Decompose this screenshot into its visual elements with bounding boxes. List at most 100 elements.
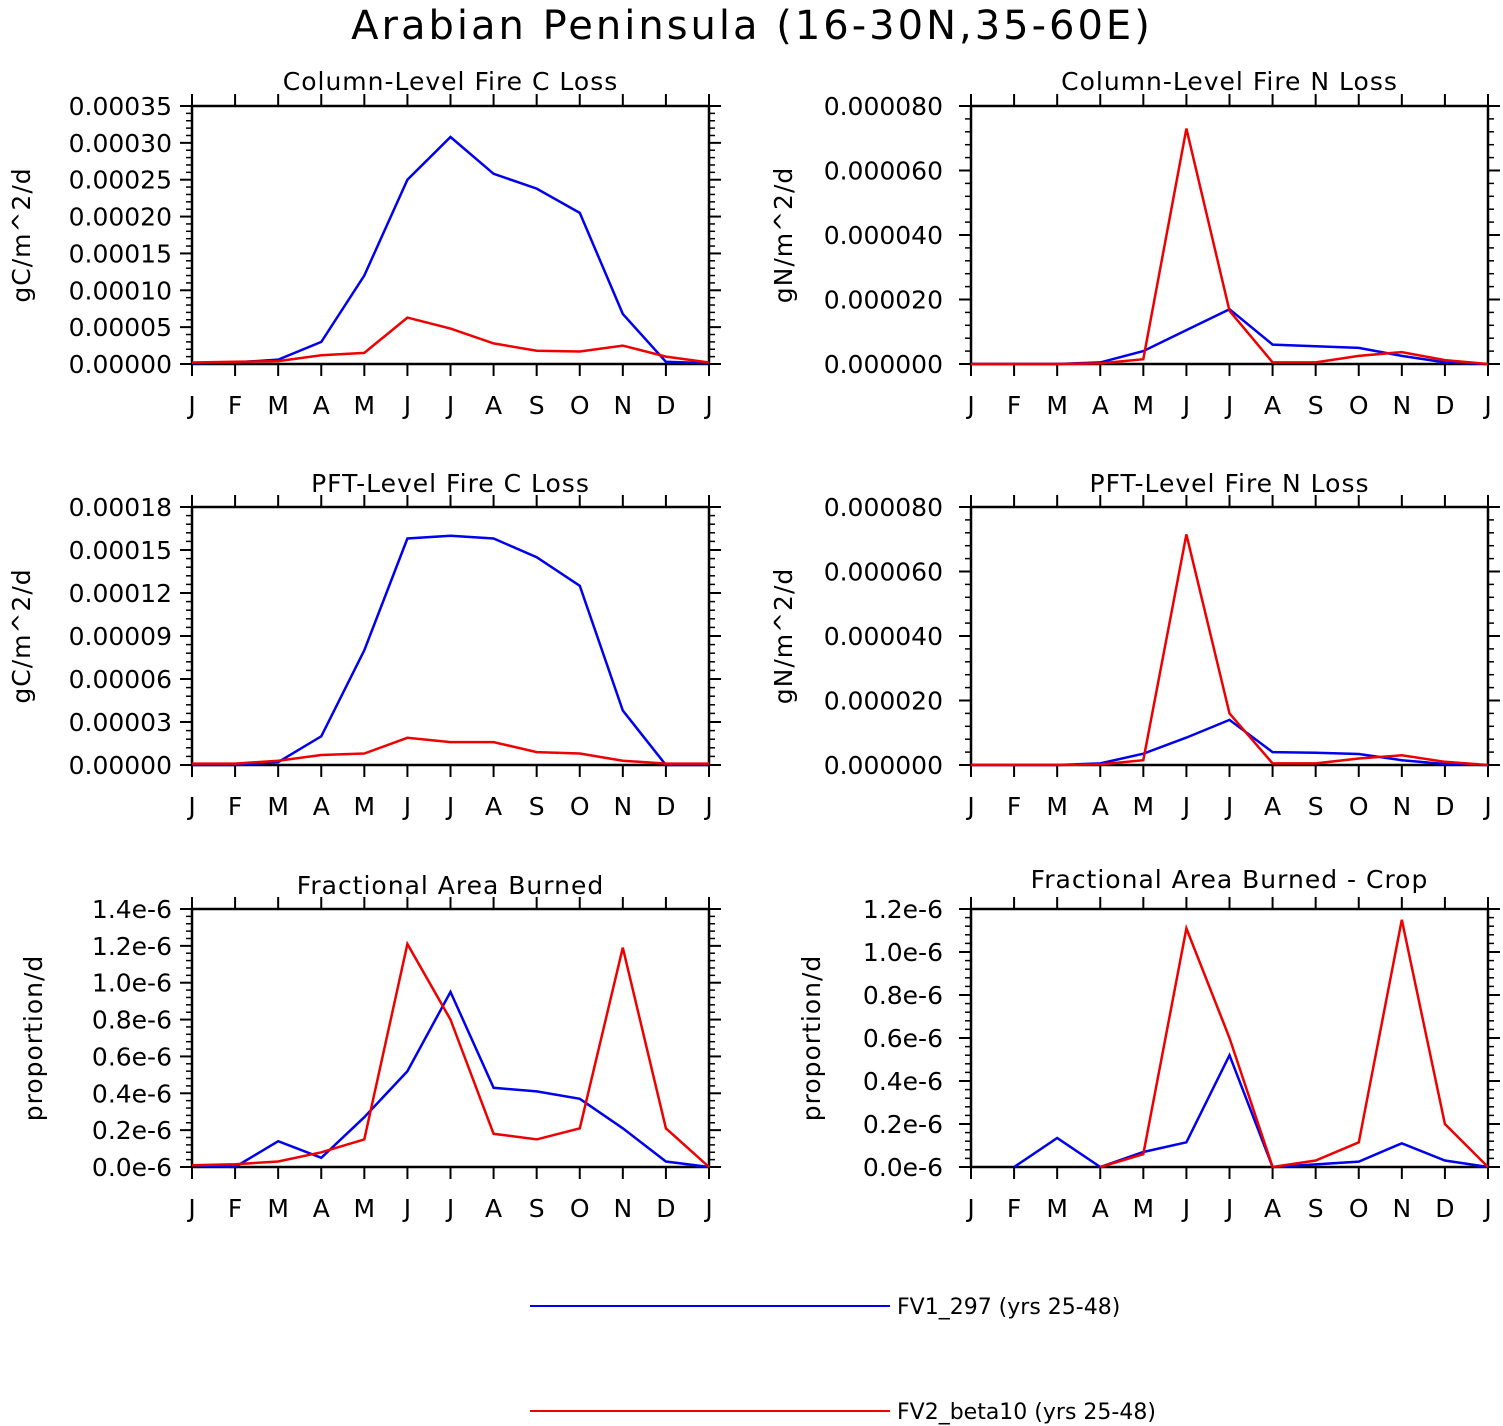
x-tick-label: J (186, 792, 195, 821)
y-tick-label: 0.000020 (824, 286, 943, 315)
legend: FV1_297 (yrs 25-48) FV2_beta10 (yrs 25-4… (530, 1295, 1156, 1425)
x-tick-label: F (228, 792, 242, 821)
x-tick-label: N (613, 792, 632, 821)
y-tick-label: 1.0e-6 (92, 969, 172, 998)
y-axis-label: gC/m^2/d (7, 167, 36, 302)
y-tick-label: 0.000060 (824, 157, 943, 186)
x-tick-label: M (354, 792, 376, 821)
x-tick-label: A (485, 1194, 502, 1223)
x-tick-label: A (313, 391, 330, 420)
x-tick-label: J (965, 1194, 974, 1223)
x-tick-label: F (228, 1194, 242, 1223)
y-tick-label: 0.0e-6 (92, 1153, 172, 1182)
x-tick-label: M (267, 1194, 289, 1223)
x-tick-label: J (1181, 1194, 1190, 1223)
series-line-fv2 (191, 316, 710, 364)
x-tick-label: S (529, 792, 545, 821)
x-tick-label: M (1133, 391, 1155, 420)
series-line-fv2 (192, 736, 709, 765)
x-tick-label: J (1482, 391, 1491, 420)
plot-frame (969, 505, 1490, 767)
y-tick-label: 0.4e-6 (863, 1067, 943, 1096)
chart-panel-6: Fractional Area Burned - Crop proportion/… (797, 865, 1500, 1223)
y-tick-label: 0.00005 (69, 313, 172, 342)
y-tick-label: 0.00009 (69, 622, 172, 651)
x-tick-label: D (1435, 391, 1454, 420)
y-tick-label: 0.00006 (69, 665, 172, 694)
y-tick-label: 0.8e-6 (863, 981, 943, 1010)
y-tick-label: 0.00015 (69, 536, 172, 565)
x-tick-label: O (570, 391, 590, 420)
y-tick-label: 0.00015 (69, 239, 172, 268)
panel-title: Column-Level Fire N Loss (1061, 67, 1398, 96)
series-line-fv1 (191, 989, 710, 1169)
x-tick-label: A (1092, 391, 1109, 420)
plot-frame (190, 907, 711, 1169)
x-tick-label: J (1181, 792, 1190, 821)
y-tick-label: 0.000000 (824, 751, 943, 780)
x-tick-label: J (186, 391, 195, 420)
plot-frame (969, 104, 1490, 366)
x-tick-label: M (354, 1194, 376, 1223)
y-tick-label: 0.00035 (69, 92, 172, 121)
y-tick-label: 0.000060 (824, 558, 943, 587)
x-tick-label: J (445, 1194, 454, 1223)
series-line-fv1 (1013, 1052, 1489, 1169)
y-tick-label: 0.000040 (824, 622, 943, 651)
x-tick-label: M (1046, 1194, 1068, 1223)
x-tick-label: A (1264, 1194, 1281, 1223)
x-tick-label: S (1308, 391, 1324, 420)
x-tick-label: J (1482, 792, 1491, 821)
x-tick-label: D (1435, 1194, 1454, 1223)
y-tick-label: 0.000080 (824, 493, 943, 522)
y-tick-label: 1.0e-6 (863, 938, 943, 967)
x-tick-label: D (656, 1194, 675, 1223)
y-tick-label: 0.0e-6 (863, 1153, 943, 1182)
y-tick-label: 0.00003 (69, 708, 172, 737)
panel-title: Column-Level Fire C Loss (283, 67, 619, 96)
x-tick-label: J (1181, 391, 1190, 420)
y-tick-label: 0.000020 (824, 687, 943, 716)
chart-panel-3: PFT-Level Fire C Loss gC/m^2/d 0.00000 0.00… (7, 469, 721, 821)
x-tick-label: A (1092, 1194, 1109, 1223)
series-line-fv1 (192, 534, 709, 767)
x-tick-label: O (570, 792, 590, 821)
y-tick-label: 1.2e-6 (863, 895, 943, 924)
y-tick-label: 0.000000 (824, 350, 943, 379)
plot-frame (190, 505, 711, 767)
y-axis-label: gN/m^2/d (769, 568, 798, 705)
y-tick-label: 0.00010 (69, 276, 172, 305)
y-tick-label: 0.00000 (69, 350, 172, 379)
x-tick-label: M (1133, 1194, 1155, 1223)
series-line-fv1 (971, 718, 1489, 767)
series-line-fv2 (971, 128, 1489, 366)
x-tick-label: J (445, 391, 454, 420)
x-tick-label: J (402, 792, 411, 821)
panel-title: Fractional Area Burned - Crop (1031, 865, 1429, 894)
chart-panel-4: PFT-Level Fire N Loss gN/m^2/d 0.000000 0.0… (769, 469, 1500, 821)
x-tick-label: N (1392, 1194, 1411, 1223)
series-line-fv2 (191, 940, 710, 1168)
x-tick-label: D (656, 792, 675, 821)
panel-title: PFT-Level Fire C Loss (311, 469, 590, 498)
x-tick-label: O (570, 1194, 590, 1223)
panel-title: Fractional Area Burned (297, 871, 604, 900)
x-tick-label: A (1264, 391, 1281, 420)
x-tick-label: M (1046, 391, 1068, 420)
y-tick-label: 1.2e-6 (92, 932, 172, 961)
x-tick-label: J (445, 792, 454, 821)
y-tick-label: 0.000040 (824, 221, 943, 250)
x-tick-label: J (402, 391, 411, 420)
x-tick-label: J (1224, 391, 1233, 420)
x-tick-label: D (656, 391, 675, 420)
x-tick-label: S (1308, 1194, 1324, 1223)
x-tick-label: A (313, 1194, 330, 1223)
panel-title: PFT-Level Fire N Loss (1090, 469, 1370, 498)
x-tick-label: J (703, 391, 712, 420)
x-tick-label: O (1349, 391, 1369, 420)
x-tick-label: O (1349, 792, 1369, 821)
x-tick-label: N (613, 1194, 632, 1223)
chart-panel-2: Column-Level Fire N Loss gN/m^2/d 0.000000… (769, 67, 1500, 420)
x-tick-label: D (1435, 792, 1454, 821)
